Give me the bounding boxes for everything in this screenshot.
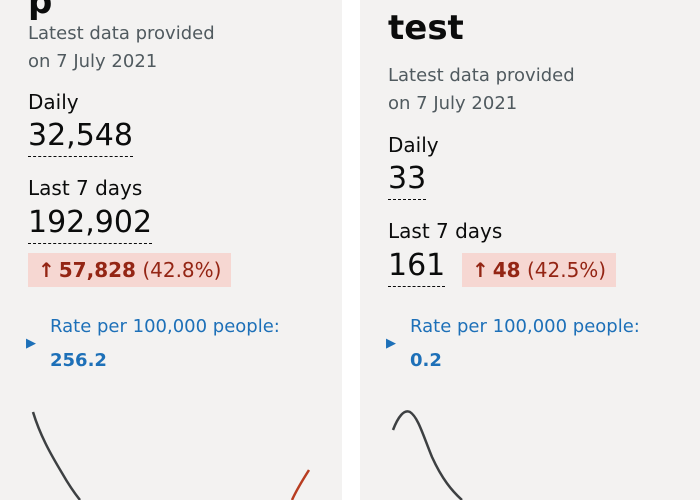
deaths-card: test Latest data provided on 7 July 2021… [360, 0, 700, 500]
triangle-right-icon[interactable]: ▶ [386, 336, 396, 351]
cases-sparkline [31, 411, 311, 500]
daily-value[interactable]: 33 [388, 161, 427, 200]
change-badge: ↑ 48 (42.5%) [462, 253, 617, 287]
latest-data-line-1: Latest data provided [388, 65, 575, 86]
sparkline-trend [31, 411, 81, 500]
rate-value: 256.2 [50, 350, 107, 371]
triangle-right-icon[interactable]: ▶ [26, 336, 36, 351]
change-number: 48 [492, 258, 521, 282]
change-percent: (42.5%) [526, 258, 607, 282]
card-title: test [388, 8, 464, 48]
deaths-sparkline [391, 410, 463, 500]
rate-label[interactable]: Rate per 100,000 people: [410, 316, 640, 337]
rate-value: 0.2 [410, 350, 442, 371]
arrow-up-icon: ↑ [472, 258, 489, 282]
last-7-days-value[interactable]: 161 [388, 248, 446, 287]
change-badge: ↑ 57,828 (42.8%) [28, 253, 232, 287]
daily-value[interactable]: 32,548 [28, 118, 133, 157]
change-percent: (42.8%) [142, 258, 222, 282]
sparkline-trend [391, 410, 463, 500]
last-7-days-label: Last 7 days [28, 176, 143, 200]
daily-label: Daily [388, 133, 439, 157]
cases-card: p Latest data provided on 7 July 2021 Da… [0, 0, 342, 500]
latest-data-line-2: on 7 July 2021 [388, 93, 518, 114]
rate-label[interactable]: Rate per 100,000 people: [50, 316, 280, 337]
change-number: 57,828 [58, 258, 136, 282]
card-title: p [28, 0, 53, 22]
sparkline-recent-trend [290, 469, 311, 500]
last-7-days-value[interactable]: 192,902 [28, 205, 153, 244]
latest-data-line-1: Latest data provided [28, 23, 215, 44]
latest-data-line-2: on 7 July 2021 [28, 51, 158, 72]
last-7-days-label: Last 7 days [388, 219, 503, 243]
daily-label: Daily [28, 90, 79, 114]
arrow-up-icon: ↑ [38, 258, 55, 282]
